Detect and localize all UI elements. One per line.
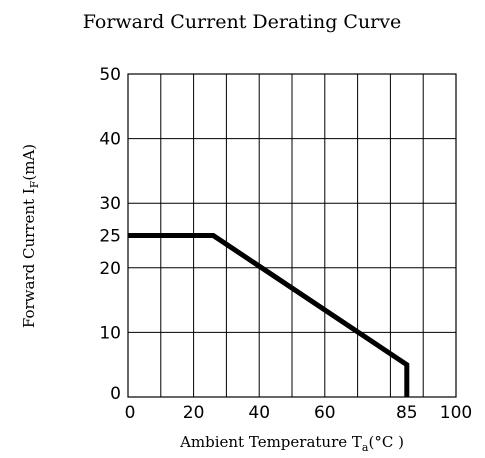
x-tick-label: 100 <box>440 403 472 423</box>
x-axis-label: Ambient Temperature Ta(°C ) <box>179 433 404 454</box>
x-tick-label: 85 <box>396 403 418 423</box>
x-tick-label: 40 <box>248 403 270 423</box>
y-tick-labels: 0 10 20 25 30 40 50 <box>99 65 121 404</box>
x-tick-label: 60 <box>314 403 336 423</box>
chart-title: Forward Current Derating Curve <box>83 11 402 33</box>
y-tick-label: 30 <box>99 194 121 214</box>
derating-curve-line <box>128 233 410 397</box>
series-layer <box>128 233 410 397</box>
y-tick-label: 0 <box>110 384 121 404</box>
grid-lines <box>127 73 457 398</box>
y-tick-label: 25 <box>99 227 121 247</box>
x-tick-label: 0 <box>125 403 136 423</box>
x-tick-labels: 0 20 40 60 85 100 <box>125 403 473 423</box>
y-tick-label: 10 <box>99 323 121 343</box>
y-axis-label: Forward Current IF(mA) <box>20 144 41 328</box>
y-tick-label: 20 <box>99 259 121 279</box>
x-tick-label: 20 <box>183 403 205 423</box>
y-tick-label: 40 <box>99 130 121 150</box>
y-tick-label: 50 <box>99 65 121 85</box>
